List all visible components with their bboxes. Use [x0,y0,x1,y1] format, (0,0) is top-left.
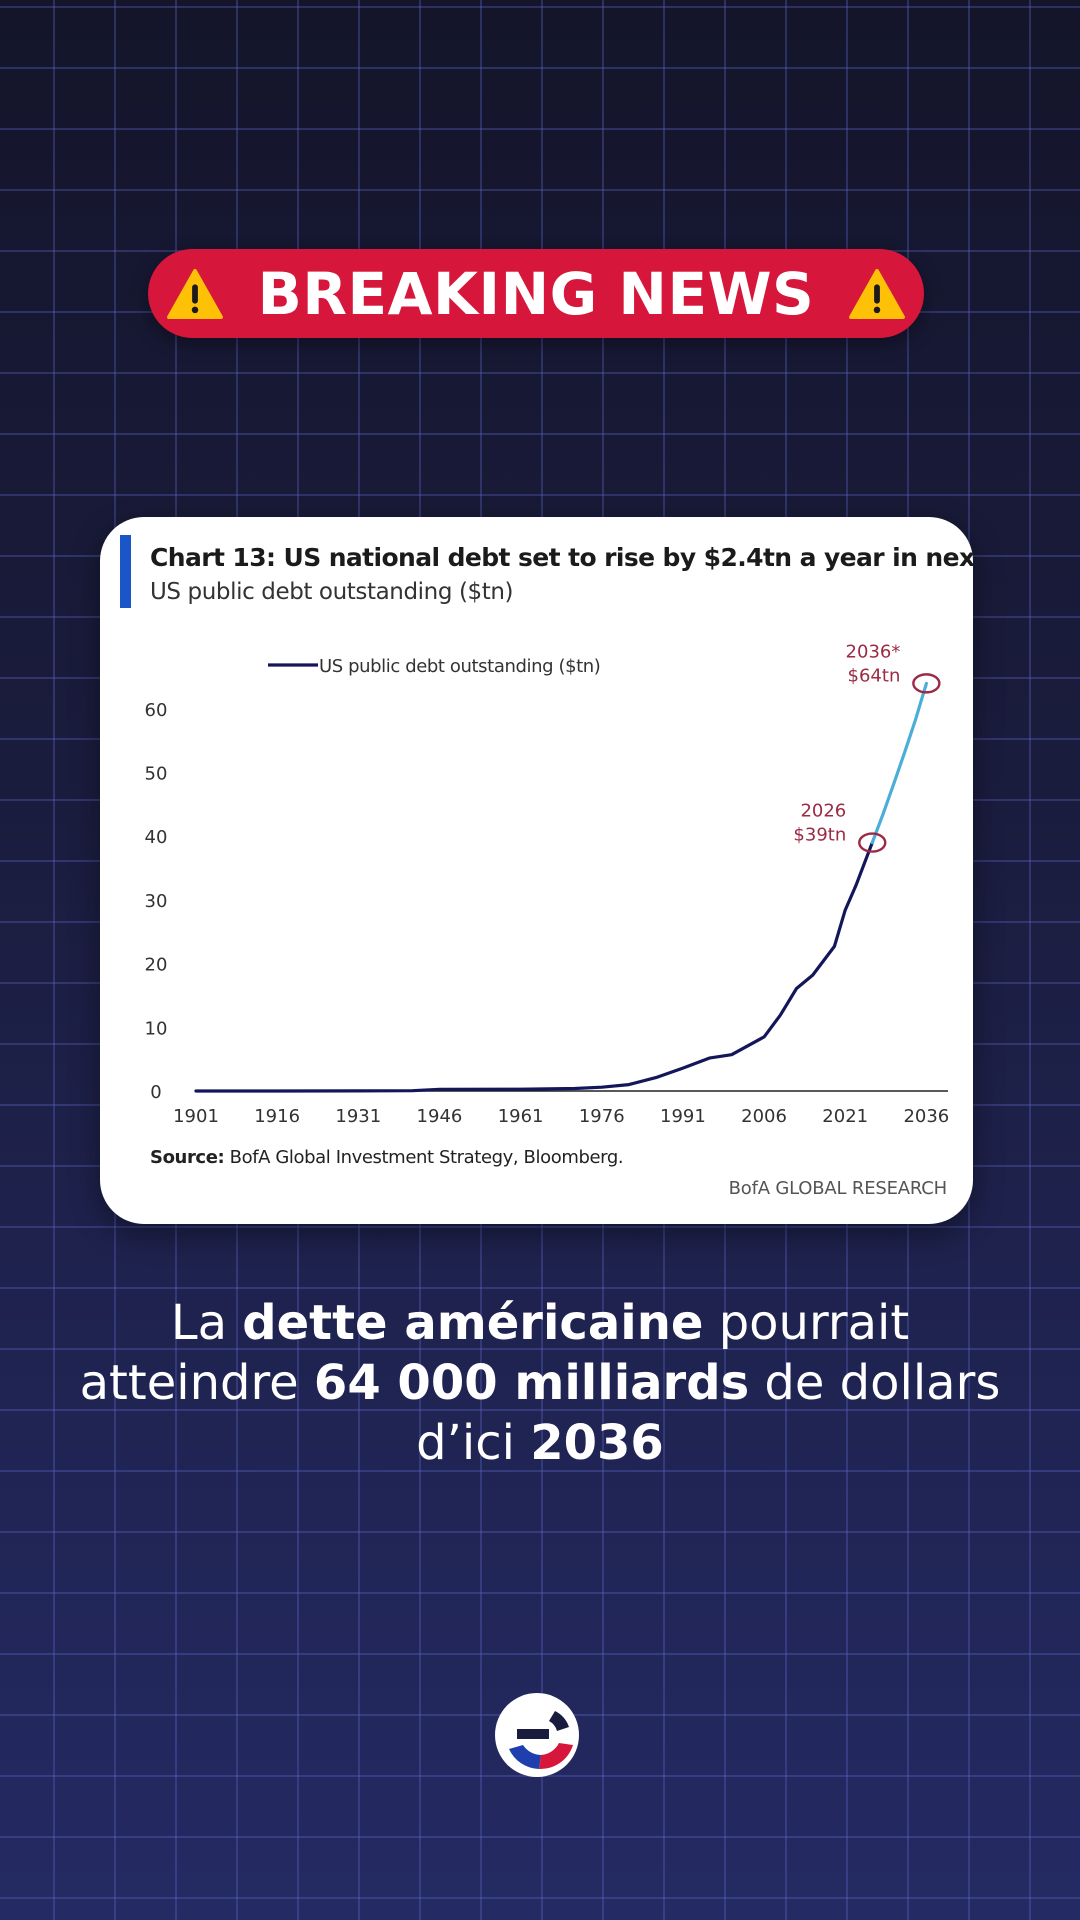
annotation-circle-2026 [858,832,887,853]
breaking-news-banner: BREAKING NEWS [148,249,924,338]
x-tick-label: 1931 [335,1106,381,1127]
y-tick-label: 50 [145,764,168,785]
title-accent-bar [120,535,131,608]
debt-line-chart: 0 10 20 30 40 50 60 1901 1916 1931 1946 1961 1976 199… [145,641,950,1127]
chart-source: Source: BofA Global Investment Strategy,… [150,1147,624,1168]
chart-credit: BofA GLOBAL RESEARCH [728,1178,948,1199]
x-tick-label: 2036 [903,1106,949,1127]
x-tick-label: 1946 [417,1106,463,1127]
headline-part: La [170,1295,243,1351]
x-tick-label: 2006 [741,1106,787,1127]
source-text: BofA Global Investment Strategy, Bloombe… [224,1147,624,1168]
y-tick-label: 60 [145,700,168,721]
chart-title: Chart 13: US national debt set to rise b… [150,543,973,572]
annotation-year-2026: 2026 [800,801,846,822]
legend-label: US public debt outstanding ($tn) [319,656,600,677]
x-tick-label: 1961 [498,1106,544,1127]
chart-card: Chart 13: US national debt set to rise b… [100,517,973,1224]
headline-part: pourrait atteindre [79,1295,910,1411]
y-tick-label: 40 [145,827,168,848]
x-tick-label: 1976 [579,1106,625,1127]
x-tick-label: 2021 [822,1106,868,1127]
x-tick-label: 1901 [173,1106,219,1127]
annotation-value-2026: $39tn [793,825,846,846]
brand-logo-icon [495,1693,579,1777]
warning-icon [849,268,906,319]
y-tick-label: 0 [150,1082,161,1103]
y-tick-label: 10 [145,1018,168,1039]
series-line-2 [870,681,928,845]
annotation-value-2036: $64tn [848,665,901,686]
annotation-year-2036: 2036* [846,641,901,662]
headline: La dette américaine pourrait atteindre 6… [60,1293,1020,1473]
headline-bold: 64 000 milliards [313,1355,750,1411]
banner-title: BREAKING NEWS [257,259,815,328]
y-tick-label: 20 [145,955,168,976]
chart-subtitle: US public debt outstanding ($tn) [150,579,514,605]
annotation-circle-2036 [912,673,941,694]
x-tick-label: 1916 [254,1106,300,1127]
x-tick-label: 1991 [660,1106,706,1127]
warning-icon [166,268,223,319]
headline-bold: 2036 [530,1415,664,1471]
source-label: Source: [150,1147,225,1168]
headline-part: de dollars d’ici [416,1355,1001,1471]
series-line-1 [194,841,874,1093]
y-tick-label: 30 [145,891,168,912]
headline-bold: dette américaine [242,1295,704,1351]
